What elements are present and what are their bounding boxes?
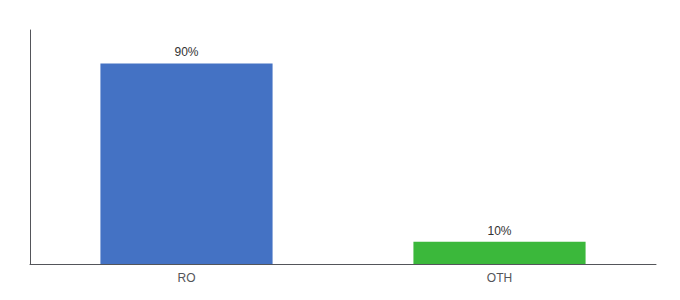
svg-text:RO: RO xyxy=(178,271,196,285)
svg-text:10%: 10% xyxy=(487,224,511,238)
svg-text:OTH: OTH xyxy=(487,271,512,285)
svg-text:90%: 90% xyxy=(174,45,198,59)
